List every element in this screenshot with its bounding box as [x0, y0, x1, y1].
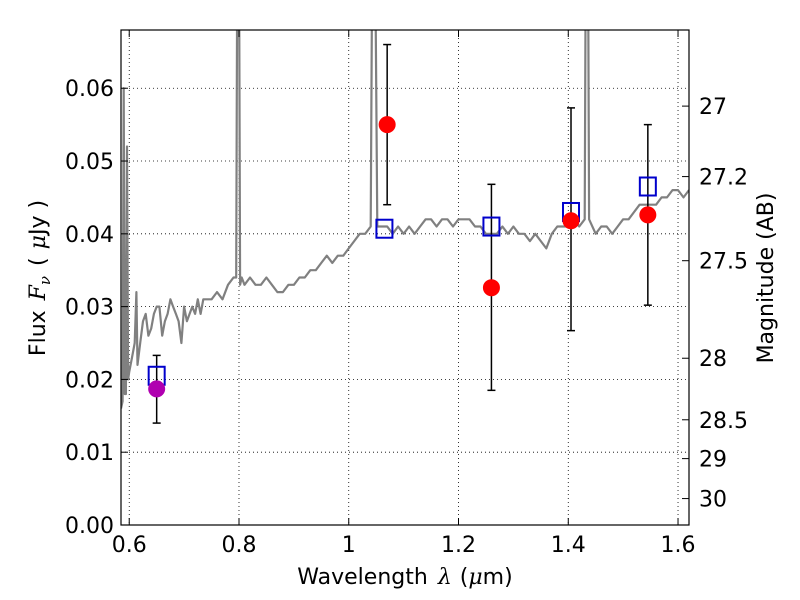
- square-marker: [375, 218, 394, 239]
- y2-axis-label: Magnitude (AB): [754, 193, 779, 364]
- y-axis-label: FluxFν(μJy ): [26, 200, 54, 356]
- plot-frame: [120, 29, 690, 526]
- y2-tick-label: 27: [699, 95, 727, 120]
- y-tick-label: 0.01: [65, 441, 114, 466]
- x-tick-label: 1.4: [551, 533, 586, 558]
- circle-marker: [639, 206, 657, 224]
- y2-tick-label: 30: [699, 488, 727, 513]
- data-markers: [147, 116, 657, 398]
- y2-tick-label: 27.2: [699, 166, 748, 191]
- x-tick-label: 0.8: [221, 533, 256, 558]
- y2-tick-label: 28.5: [699, 409, 748, 434]
- y2-tick-label: 29: [699, 448, 727, 473]
- y-tick-label: 0.03: [65, 296, 114, 321]
- square-marker: [638, 176, 657, 197]
- model-spectrum-line: [121, 30, 689, 409]
- circle-marker: [148, 380, 166, 398]
- circle-marker: [378, 116, 396, 134]
- circle-marker: [482, 279, 500, 297]
- y2-tick-label: 28: [699, 347, 727, 372]
- circle-marker: [562, 212, 580, 230]
- x-axis-ticks: 0.6 0.8 1 1.2 1.4 1.6: [112, 30, 696, 558]
- y-tick-label: 0.02: [65, 368, 114, 393]
- y-tick-label: 0.04: [65, 223, 114, 248]
- y2-axis-ticks: 27 27.2 27.5 28 28.5 29 30: [682, 95, 748, 513]
- x-axis-label: Wavelength λ (μm): [297, 565, 512, 590]
- x-tick-label: 1.2: [441, 533, 476, 558]
- y-axis-ticks: 0.00 0.01 0.02 0.03 0.04 0.05 0.06: [65, 77, 128, 539]
- x-tick-label: 0.6: [112, 533, 147, 558]
- y-tick-label: 0.05: [65, 150, 114, 175]
- model-spectrum: [121, 30, 689, 409]
- x-tick-label: 1: [342, 533, 356, 558]
- x-tick-label: 1.6: [661, 533, 696, 558]
- y-tick-label: 0.00: [65, 514, 114, 539]
- square-marker: [482, 216, 501, 237]
- y2-tick-label: 27.5: [699, 250, 748, 275]
- y-tick-label: 0.06: [65, 77, 114, 102]
